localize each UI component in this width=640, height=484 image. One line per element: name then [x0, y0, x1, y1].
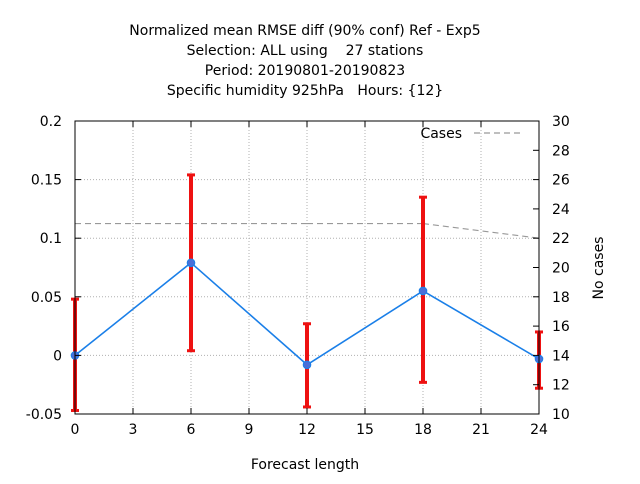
y2-tick-label: 18: [552, 290, 570, 306]
chart-title-line-4: Specific humidity 925hPa Hours: {12}: [167, 83, 443, 99]
legend-cases-label: Cases: [420, 126, 462, 142]
y2-tick-label: 28: [552, 143, 570, 159]
y-tick-label: 0.15: [31, 173, 62, 189]
x-tick-label: 15: [356, 422, 374, 438]
series-line-segment: [422, 290, 540, 360]
data-point: [186, 258, 196, 268]
series-line-segment: [306, 290, 424, 366]
y-tick-label: -0.05: [26, 407, 62, 423]
series-line-segment: [190, 262, 308, 366]
x-tick-label: 18: [414, 422, 432, 438]
x-tick-label: 24: [530, 422, 548, 438]
chart-title-line-1: Normalized mean RMSE diff (90% conf) Ref…: [129, 23, 480, 39]
y2-tick-label: 26: [552, 173, 570, 189]
chart-title-line-2: Selection: ALL using 27 stations: [187, 43, 424, 59]
y2-tick-label: 14: [552, 348, 570, 364]
y-tick-label: 0: [53, 348, 62, 364]
series-line-segment: [74, 262, 192, 357]
y2-tick-label: 20: [552, 261, 570, 277]
y2-tick-label: 10: [552, 407, 570, 423]
y2-tick-label: 16: [552, 319, 570, 335]
chart-title-line-3: Period: 20190801-20190823: [205, 63, 405, 79]
axis-layer: 0 3 6 9 12 15 18 21 24 -0.05 0 0.05 0.1 0.15 0.2 10 12 14…: [26, 114, 570, 438]
data-point: [418, 286, 428, 296]
y2-axis-label: No cases: [591, 237, 607, 300]
x-tick-label: 9: [245, 422, 254, 438]
y2-tick-label: 22: [552, 231, 570, 247]
data-point: [302, 360, 312, 370]
y2-tick-label: 30: [552, 114, 570, 130]
x-tick-label: 12: [298, 422, 316, 438]
y-tick-label: 0.2: [40, 114, 62, 130]
y-tick-label: 0.1: [40, 231, 62, 247]
y2-tick-label: 24: [552, 202, 570, 218]
x-tick-label: 0: [71, 422, 80, 438]
series-layer: [74, 262, 540, 366]
x-tick-label: 21: [472, 422, 490, 438]
x-axis-label: Forecast length: [251, 457, 359, 473]
x-tick-label: 3: [129, 422, 138, 438]
x-tick-label: 6: [187, 422, 196, 438]
y-tick-label: 0.05: [31, 290, 62, 306]
y2-tick-label: 12: [552, 378, 570, 394]
